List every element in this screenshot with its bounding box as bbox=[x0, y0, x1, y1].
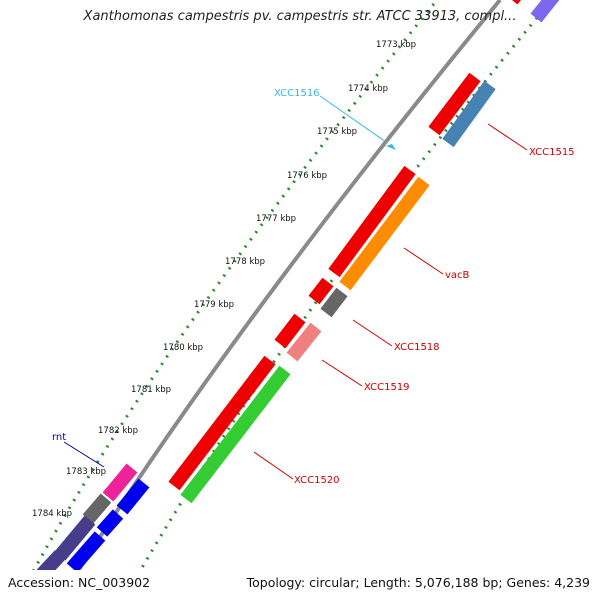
tick-label: 1777 kbp bbox=[256, 214, 296, 224]
tick-label: 1783 kbp bbox=[66, 467, 106, 477]
tick-label: 1776 kbp bbox=[287, 171, 327, 181]
gene-label-xcc1519[interactable]: XCC1519 bbox=[364, 382, 410, 393]
tick-label: 1784 kbp bbox=[32, 509, 72, 519]
gene-bar[interactable] bbox=[180, 365, 291, 504]
gene-bar[interactable] bbox=[530, 0, 560, 23]
gene-marker-xcc1516[interactable] bbox=[386, 144, 396, 150]
tick-label: 1781 kbp bbox=[131, 385, 171, 395]
gene-bar[interactable] bbox=[102, 463, 138, 502]
tick-label: 1782 kbp bbox=[98, 426, 138, 436]
gene-bar[interactable] bbox=[428, 72, 481, 136]
gene-bar[interactable] bbox=[286, 322, 322, 362]
gene-label-rnt[interactable]: rnt bbox=[52, 432, 66, 443]
tick-label: 1773 kbp bbox=[376, 40, 416, 50]
tick-label: 1775 kbp bbox=[317, 127, 357, 137]
gene-bar[interactable] bbox=[274, 313, 306, 349]
gene-label-xcc1516[interactable]: XCC1516 bbox=[274, 88, 320, 99]
gene-bar[interactable] bbox=[116, 478, 150, 515]
gene-label-vacb[interactable]: vacB bbox=[445, 270, 470, 281]
gene-bar[interactable] bbox=[320, 287, 348, 318]
tick-label: 1774 kbp bbox=[348, 84, 388, 94]
gene-labels: XCC1516 XCC1515 vacB XCC1518 XCC1519 XCC… bbox=[52, 88, 575, 486]
tick-label: 1780 kbp bbox=[163, 343, 203, 353]
gene-bar[interactable] bbox=[54, 515, 96, 561]
gene-bar[interactable] bbox=[96, 509, 124, 537]
gene-bar[interactable] bbox=[168, 355, 276, 491]
gene-track bbox=[18, 0, 560, 600]
tick-label: 1778 kbp bbox=[225, 257, 265, 267]
ruler-tick-labels: 1773 kbp 1774 kbp 1775 kbp 1776 kbp 1777… bbox=[32, 40, 416, 519]
gene-bar[interactable] bbox=[18, 550, 66, 600]
label-leaders bbox=[63, 95, 528, 480]
gene-label-xcc1520[interactable]: XCC1520 bbox=[294, 475, 340, 486]
tick-label: 1779 kbp bbox=[194, 300, 234, 310]
gene-bar[interactable] bbox=[442, 80, 496, 148]
map-title: Xanthomonas campestris pv. campestris st… bbox=[83, 9, 517, 24]
accession-text: Accession: NC_003902 bbox=[8, 575, 151, 590]
gene-bar[interactable] bbox=[339, 176, 430, 291]
genome-info-text: Topology: circular; Length: 5,076,188 bp… bbox=[246, 575, 590, 590]
genome-backbone bbox=[76, 0, 502, 570]
gene-bar[interactable] bbox=[308, 277, 334, 305]
gene-bar[interactable] bbox=[66, 531, 106, 570]
gene-bar[interactable] bbox=[82, 493, 112, 524]
gene-label-xcc1518[interactable]: XCC1518 bbox=[394, 342, 440, 353]
gene-label-xcc1515[interactable]: XCC1515 bbox=[529, 147, 575, 158]
gene-bar[interactable] bbox=[328, 165, 416, 278]
